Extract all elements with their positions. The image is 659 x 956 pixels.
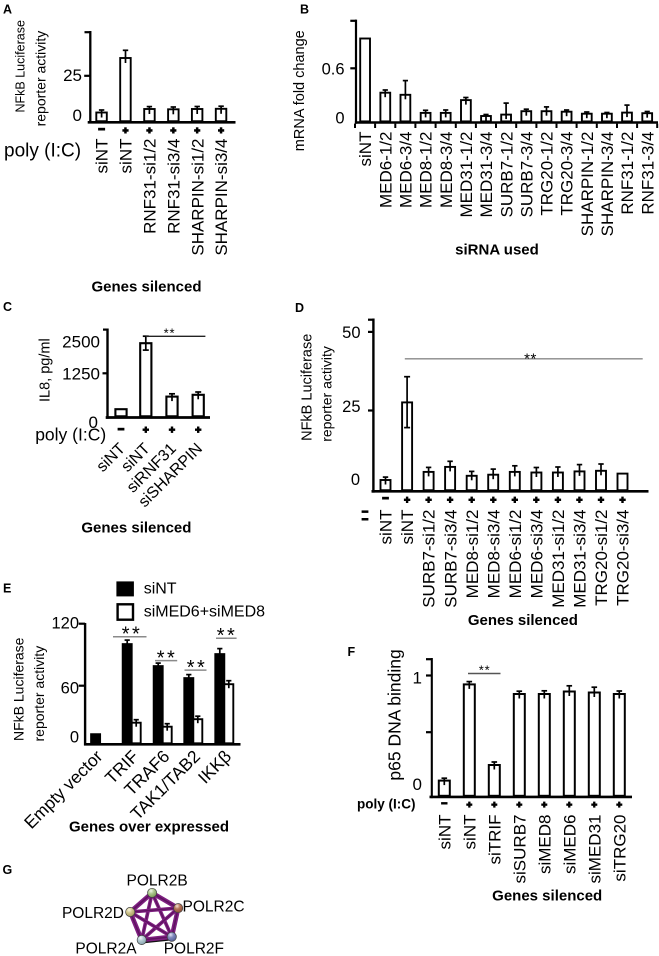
svg-text:**: ** xyxy=(187,657,208,679)
svg-text:POLR2C: POLR2C xyxy=(183,899,245,916)
svg-text:MED8-si3/4: MED8-si3/4 xyxy=(484,510,503,599)
svg-text:siMED31: siMED31 xyxy=(585,815,604,884)
svg-text:siMED6+siMED8: siMED6+siMED8 xyxy=(144,603,265,620)
svg-text:Genes over expressed: Genes over expressed xyxy=(69,818,229,835)
svg-text:0: 0 xyxy=(335,110,344,128)
svg-text:siNT: siNT xyxy=(93,139,112,174)
svg-text:E: E xyxy=(3,582,11,596)
svg-text:SURB7-1/2: SURB7-1/2 xyxy=(497,132,516,218)
svg-text:**: ** xyxy=(217,625,238,647)
svg-text:1250: 1250 xyxy=(62,365,100,384)
svg-text:RNF31-si1/2: RNF31-si1/2 xyxy=(141,139,160,234)
svg-text:NFkB Luciferase: NFkB Luciferase xyxy=(14,20,28,112)
svg-text:MED31-si3/4: MED31-si3/4 xyxy=(571,510,590,608)
svg-text:siTRG20: siTRG20 xyxy=(610,815,629,882)
svg-text:C: C xyxy=(3,300,12,314)
svg-text:SHARPIN-si1/2: SHARPIN-si1/2 xyxy=(188,138,207,255)
svg-text:siSURB7: siSURB7 xyxy=(510,815,529,884)
svg-text:Genes silenced: Genes silenced xyxy=(468,612,578,629)
svg-text:Genes silenced: Genes silenced xyxy=(91,279,201,296)
svg-text:Genes silenced: Genes silenced xyxy=(492,888,602,905)
svg-text:MED6-1/2: MED6-1/2 xyxy=(376,132,395,209)
svg-text:60: 60 xyxy=(61,680,79,698)
svg-text:B: B xyxy=(300,2,309,16)
svg-text:siNT: siNT xyxy=(144,581,177,598)
svg-text:**: ** xyxy=(524,350,537,367)
svg-text:0: 0 xyxy=(351,471,360,489)
svg-text:siNT: siNT xyxy=(377,510,396,545)
svg-text:POLR2A: POLR2A xyxy=(75,941,137,956)
svg-text:MED31-3/4: MED31-3/4 xyxy=(477,131,496,217)
svg-text:siNT: siNT xyxy=(117,139,136,174)
svg-text:SHARPIN-si3/4: SHARPIN-si3/4 xyxy=(212,139,231,256)
svg-text:MED8-1/2: MED8-1/2 xyxy=(417,132,436,209)
svg-text:MED6-si1/2: MED6-si1/2 xyxy=(506,510,525,599)
svg-text:RNF31-1/2: RNF31-1/2 xyxy=(618,132,637,215)
svg-text:POLR2F: POLR2F xyxy=(164,941,224,956)
svg-text:25: 25 xyxy=(63,66,82,85)
svg-text:siMED8: siMED8 xyxy=(535,815,554,875)
svg-text:mRNA fold change: mRNA fold change xyxy=(292,30,308,151)
svg-text:poly (I:C): poly (I:C) xyxy=(35,425,106,445)
svg-text:siMED6: siMED6 xyxy=(560,815,579,875)
svg-text:0: 0 xyxy=(89,413,98,432)
svg-text:1: 1 xyxy=(413,668,422,687)
svg-text:poly (I:C): poly (I:C) xyxy=(4,141,81,162)
svg-text:NFkB Luciferase: NFkB Luciferase xyxy=(299,334,315,441)
svg-text:2500: 2500 xyxy=(62,333,100,352)
svg-text:p65 DNA binding: p65 DNA binding xyxy=(385,649,405,780)
svg-text:120: 120 xyxy=(51,614,79,632)
svg-text:SURB7-si1/2: SURB7-si1/2 xyxy=(420,510,439,608)
svg-text:**: ** xyxy=(479,662,491,677)
svg-text:POLR2B: POLR2B xyxy=(127,872,188,889)
svg-text:siNT: siNT xyxy=(435,815,454,850)
svg-text:**: ** xyxy=(122,624,143,646)
svg-text:**: ** xyxy=(164,326,176,341)
svg-text:A: A xyxy=(3,3,12,17)
svg-text:reporter activity: reporter activity xyxy=(33,31,49,127)
svg-text:siNT: siNT xyxy=(356,132,375,167)
svg-text:siNT: siNT xyxy=(460,815,479,850)
svg-text:TRG20-si1/2: TRG20-si1/2 xyxy=(592,510,611,606)
svg-text:SHARPIN-1/2: SHARPIN-1/2 xyxy=(578,132,597,237)
svg-text:MED31-si1/2: MED31-si1/2 xyxy=(549,510,568,608)
svg-text:0.6: 0.6 xyxy=(322,61,345,79)
svg-text:Genes silenced: Genes silenced xyxy=(81,520,191,537)
svg-text:POLR2D: POLR2D xyxy=(62,905,124,922)
svg-text:MED31-1/2: MED31-1/2 xyxy=(457,132,476,218)
svg-text:50: 50 xyxy=(342,324,360,342)
svg-text:reporter activity: reporter activity xyxy=(319,346,335,442)
svg-text:MED6-si3/4: MED6-si3/4 xyxy=(528,510,547,599)
svg-text:0: 0 xyxy=(70,729,79,747)
svg-text:MED8-3/4: MED8-3/4 xyxy=(437,132,456,209)
svg-text:F: F xyxy=(348,645,356,659)
svg-text:SHARPIN-3/4: SHARPIN-3/4 xyxy=(598,132,617,237)
svg-text:siNT: siNT xyxy=(398,510,417,545)
svg-text:NFkB Luciferase: NFkB Luciferase xyxy=(10,637,26,741)
svg-text:25: 25 xyxy=(342,398,360,416)
svg-text:SURB7-3/4: SURB7-3/4 xyxy=(517,132,536,218)
svg-text:0: 0 xyxy=(413,775,422,794)
svg-text:TRG20-si3/4: TRG20-si3/4 xyxy=(614,510,633,606)
svg-text:siTRIF: siTRIF xyxy=(485,815,504,865)
svg-text:0: 0 xyxy=(73,106,82,125)
svg-text:MED8-si1/2: MED8-si1/2 xyxy=(463,510,482,599)
svg-text:RNF31-3/4: RNF31-3/4 xyxy=(638,132,657,215)
svg-text:reporter activity: reporter activity xyxy=(31,646,47,742)
svg-text:G: G xyxy=(3,863,13,877)
svg-text:RNF31-si3/4: RNF31-si3/4 xyxy=(164,139,183,234)
svg-text:IL8, pg/ml: IL8, pg/ml xyxy=(38,338,54,402)
svg-text:D: D xyxy=(295,301,304,315)
svg-text:TRG20-3/4: TRG20-3/4 xyxy=(558,132,577,216)
svg-text:poly (I:C): poly (I:C) xyxy=(357,797,416,812)
svg-text:TRG20-1/2: TRG20-1/2 xyxy=(538,132,557,216)
svg-text:siRNA used: siRNA used xyxy=(455,242,539,259)
svg-text:**: ** xyxy=(157,648,178,670)
svg-text:MED6-3/4: MED6-3/4 xyxy=(397,132,416,209)
svg-text:SURB7-si3/4: SURB7-si3/4 xyxy=(441,510,460,608)
